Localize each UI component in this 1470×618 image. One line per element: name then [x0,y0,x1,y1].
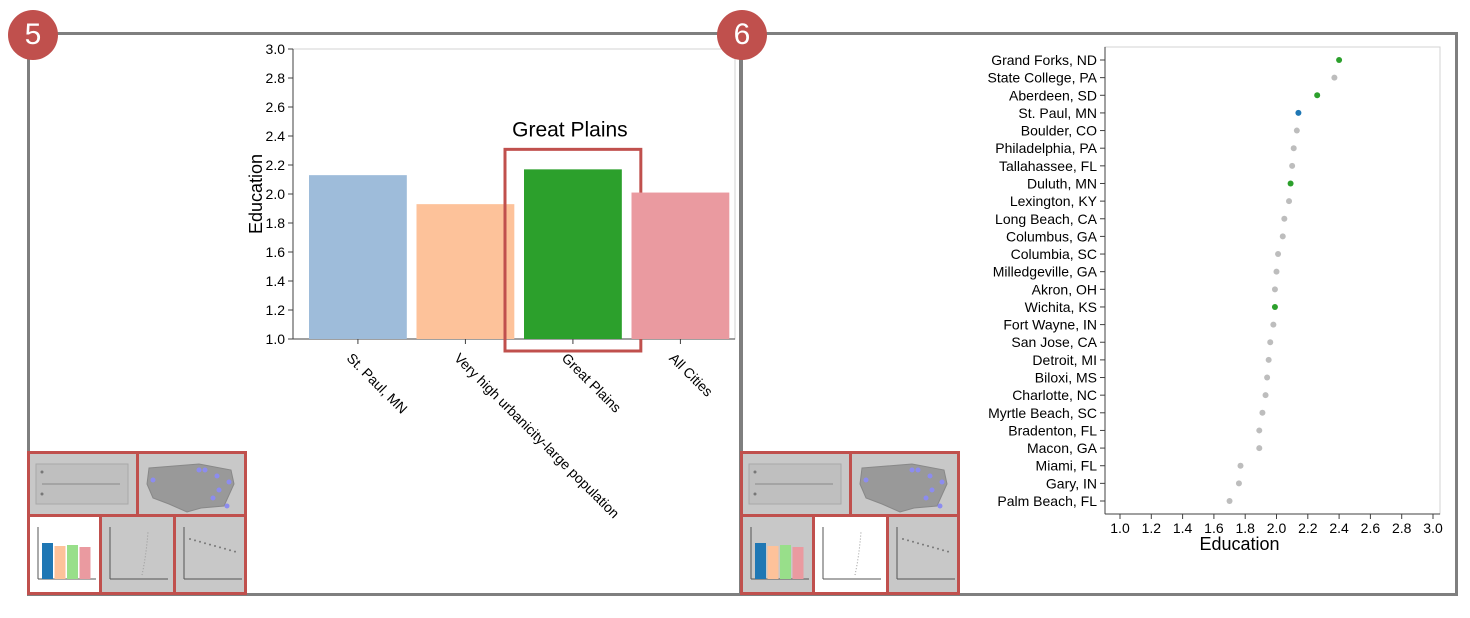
settings-panel-thumbnail-icon[interactable] [740,451,852,517]
radio-dot [40,470,44,474]
mini-dot [907,539,909,542]
line-chart-thumbnail-icon-graphic [109,527,168,580]
mini-dot [199,540,201,543]
mini-dot [937,547,939,550]
bar-chart-thumbnail-icon-graphic [37,527,96,580]
map-city-dot [937,503,943,509]
mini-bar [755,543,766,579]
mini-dot [229,549,231,552]
mini-dot [902,538,904,540]
mini-dot [224,547,226,550]
settings-panel-thumbnail-icon[interactable] [27,451,139,517]
radio-dot [40,492,44,496]
map-city-dot [210,495,216,501]
bar-chart-thumbnail-icon-graphic [750,527,809,580]
dot-plot-thumbnail-icon-graphic [183,527,242,580]
map-city-dot [150,477,156,483]
map-city-dot [224,503,230,509]
settings-panel-thumbnail-icon-graphic [35,463,129,505]
map-city-dot [202,467,208,473]
us-map-thumbnail-icon[interactable] [849,451,960,517]
mini-dot [927,545,929,547]
bar-chart-thumbnail-icon[interactable] [740,514,815,595]
mini-line [141,531,149,576]
step-badge-5: 5 [8,10,58,60]
map-city-dot [863,477,869,483]
step-6-panel [740,32,1458,596]
mini-bar [767,546,779,579]
dot-plot-thumbnail-icon[interactable] [886,514,960,595]
mini-bar [792,547,804,579]
mini-dot [219,546,221,549]
map-city-dot [196,467,202,473]
us-map-thumbnail-icon-graphic [859,463,948,513]
map-city-dot [915,467,921,473]
mini-line [854,531,862,576]
map-city-dot [909,467,915,473]
mini-bar [54,546,66,579]
us-map-thumbnail-icon[interactable] [136,451,247,517]
map-city-dot [927,473,933,479]
map-city-dot [216,487,222,493]
step-badge-6: 6 [717,10,767,60]
bar-chart-thumbnail-icon[interactable] [27,514,102,595]
mini-dot [942,549,944,552]
mini-bar [79,547,91,579]
us-map-shape [146,463,235,513]
settings-panel-thumbnail-icon-graphic [748,463,842,505]
view-thumbnails-right [740,451,960,595]
us-map-thumbnail-icon-graphic [146,463,235,513]
mini-dot [214,545,216,547]
mini-dot [947,550,949,553]
mini-bar [67,545,78,579]
mini-dot [204,542,206,545]
line-chart-thumbnail-icon-graphic [822,527,881,580]
us-map-shape [859,463,948,513]
mini-dot [912,540,914,543]
mini-bar [780,545,791,579]
map-city-dot [214,473,220,479]
line-chart-thumbnail-icon[interactable] [812,514,889,595]
radio-dot [753,492,757,496]
mini-dot [189,538,191,540]
line-chart-thumbnail-icon[interactable] [99,514,176,595]
mini-bar [42,543,53,579]
dot-plot-thumbnail-icon-graphic [896,527,955,580]
mini-dot [922,543,924,546]
dot-plot-thumbnail-icon[interactable] [173,514,247,595]
map-city-dot [939,479,945,485]
mini-dot [932,546,934,549]
mini-dot [194,539,196,542]
mini-dot [209,543,211,546]
mini-dot [234,550,236,553]
map-city-dot [226,479,232,485]
map-city-dot [923,495,929,501]
view-thumbnails-left [27,451,247,595]
mini-dot [917,542,919,545]
map-city-dot [929,487,935,493]
radio-dot [753,470,757,474]
